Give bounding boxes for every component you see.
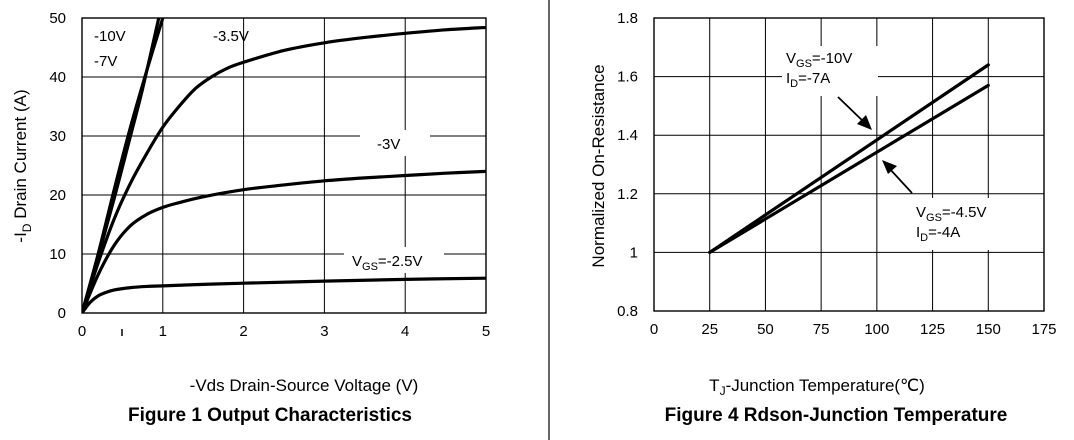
chart1-x-tick-4: 4	[401, 323, 409, 340]
chart2-curves	[708, 63, 990, 254]
chart2-x-tick-0: 0	[650, 321, 658, 338]
label-vgs-3v: -3V	[377, 136, 400, 153]
chart2-x-tick-3: 75	[813, 321, 830, 338]
chart1-series-3	[82, 169, 486, 313]
chart2-plot-frame	[653, 17, 1045, 312]
chart1-y-tick-1: 10	[49, 246, 66, 263]
chart1-series-4	[82, 276, 486, 313]
chart2-x-tick-labels: 0 25 50 75 100 125 150 175	[650, 321, 1057, 338]
chart2-x-tick-4: 100	[864, 321, 889, 338]
label-vgs-3v-backdrop	[360, 130, 430, 156]
label-vgs-10v: -10V	[94, 28, 126, 45]
label-vgs-2-5v: VGS=-2.5V	[352, 253, 423, 273]
annotation-b-vgs: VGS=-4.5V	[916, 204, 987, 224]
chart2-x-tick-6: 150	[976, 321, 1001, 338]
label-vgs-2-5v-backdrop	[344, 247, 444, 273]
chart2-y-tick-2: 1.2	[617, 186, 638, 203]
rdson-temperature-chart: 0 25 50 75 100 125 150 175 0.8 1 1.2 1.4 1.6 1.8 VGS…	[589, 10, 1057, 426]
annotation-a-arrow	[837, 96, 872, 130]
chart1-y-tick-5: 50	[49, 10, 66, 27]
chart2-y-tick-1: 1	[630, 244, 638, 261]
output-characteristics-chart: 0 1 2 3 4 5 0 10 20 30 40 50 -10V -7V -3.5V -3V VG…	[11, 10, 490, 426]
chart1-x-tick-2: 2	[239, 323, 247, 340]
label-vgs-3-5v: -3.5V	[213, 28, 249, 45]
annotation-a-backdrop	[782, 46, 878, 96]
chart1-y-tick-labels: 0 10 20 30 40 50	[49, 10, 66, 322]
chart2-series-1	[708, 83, 990, 254]
chart2-x-tick-2: 50	[757, 321, 774, 338]
chart1-y-tick-4: 40	[49, 69, 66, 86]
chart1-y-tick-0: 0	[58, 305, 66, 322]
chart2-x-tick-1: 25	[701, 321, 718, 338]
chart1-curves	[82, 18, 486, 313]
chart1-x-tick-3: 3	[320, 323, 328, 340]
chart1-series-1	[82, 18, 161, 313]
chart1-series-2	[82, 25, 486, 313]
chart1-x-tick-5: 5	[482, 323, 490, 340]
annotation-a-vgs: VGS=-10V	[786, 50, 852, 70]
chart1-x-tick-0: 0	[78, 323, 86, 340]
annotation-b-backdrop	[912, 198, 1004, 250]
chart2-y-tick-0: 0.8	[617, 303, 638, 320]
chart2-y-axis-title: Normalized On-Resistance	[589, 64, 608, 267]
label-vgs-7v: -7V	[94, 53, 117, 70]
chart1-x-tick-1: 1	[159, 323, 167, 340]
chart2-y-tick-labels: 0.8 1 1.2 1.4 1.6 1.8	[617, 10, 638, 320]
chart2-y-tick-4: 1.6	[617, 69, 638, 86]
chart2-x-tick-7: 175	[1031, 321, 1056, 338]
chart1-caption: Figure 1 Output Characteristics	[128, 405, 412, 426]
chart1-y-tick-2: 20	[49, 187, 66, 204]
annotation-b-arrow	[882, 160, 913, 194]
annotation-b-id: ID=-4A	[916, 224, 960, 244]
chart1-y-axis-title: -ID Drain Current (A)	[11, 89, 34, 242]
chart1-plot-frame	[81, 17, 487, 314]
annotation-a-id: ID=-7A	[786, 70, 830, 90]
chart1-x-axis-title: -Vds Drain-Source Voltage (V)	[190, 376, 419, 395]
chart1-y-tick-3: 30	[49, 128, 66, 145]
chart2-y-tick-3: 1.4	[617, 127, 638, 144]
chart2-caption: Figure 4 Rdson-Junction Temperature	[665, 405, 1008, 426]
chart2-x-axis-title: TJ-Junction Temperature(℃)	[709, 376, 925, 398]
chart2-x-tick-5: 125	[920, 321, 945, 338]
chart1-x-tick-labels: 0 1 2 3 4 5	[78, 323, 490, 340]
chart2-y-tick-5: 1.8	[617, 10, 638, 27]
